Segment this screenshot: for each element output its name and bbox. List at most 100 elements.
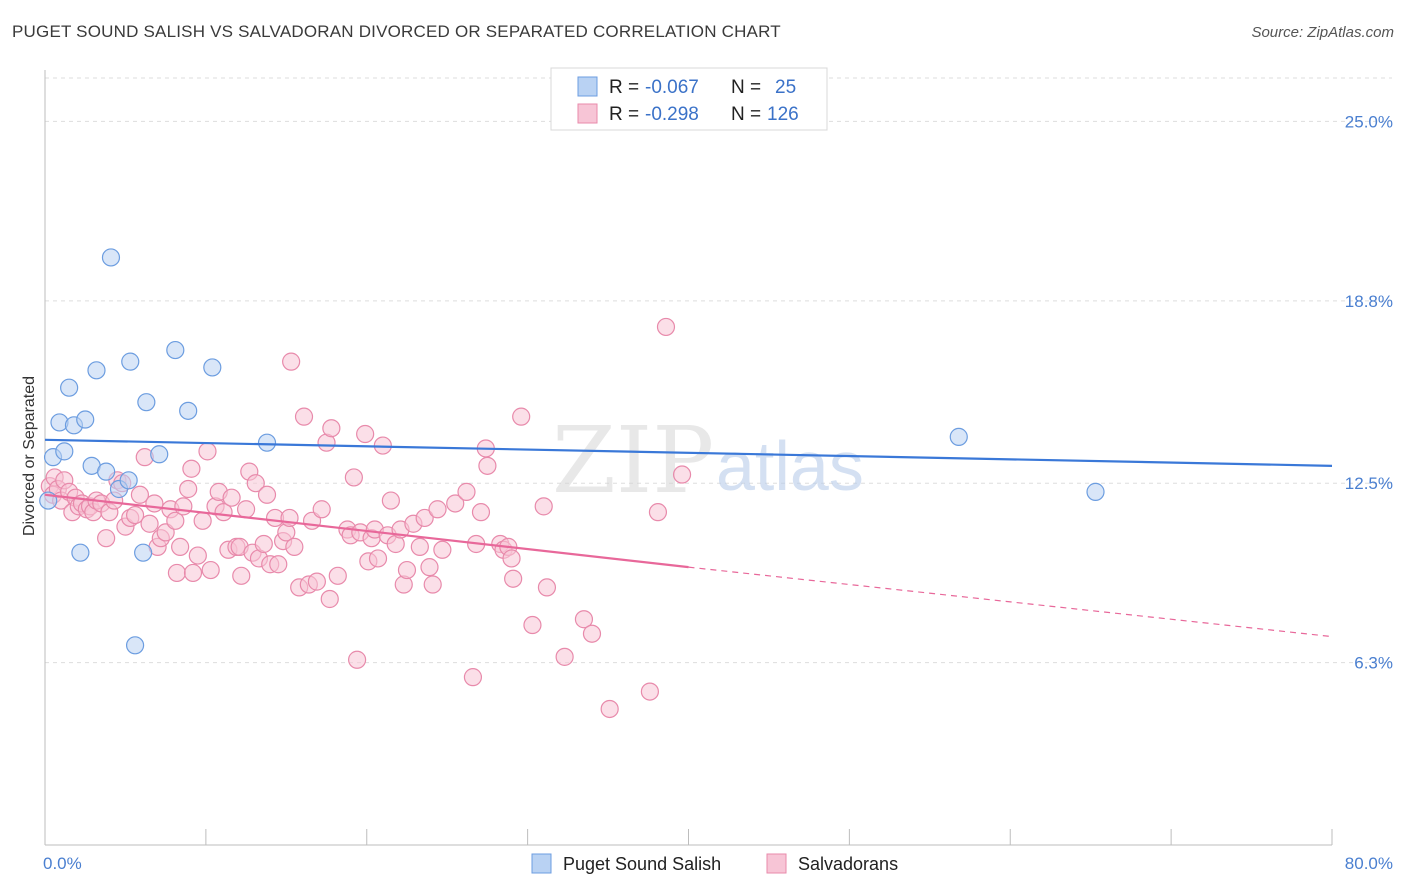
legend-r-value-2: -0.298 [645,104,699,125]
salvadorans-point-120 [640,682,659,701]
y-tick-label-1: 12.5% [1345,474,1393,493]
salvadorans-point-88 [381,491,400,510]
salvadorans-point-41 [198,442,217,461]
salvadorans-point-122 [656,317,676,337]
salvadorans-point-100 [446,494,465,513]
source-label: Source: ZipAtlas.com [1251,24,1394,41]
salvadorans-point-60 [269,555,288,574]
legend-n-value-1: 25 [775,77,796,98]
chart-title: PUGET SOUND SALISH VS SALVADORAN DIVORCE… [12,22,781,41]
salvadorans-point-112 [512,407,531,426]
x-tick-label-0: 0.0% [43,854,82,873]
salvadorans-point-32 [166,511,185,530]
watermark-zip: ZIP [552,407,714,514]
salvadorans-point-101 [457,482,476,501]
puget-sound-salish-point-23 [949,427,968,446]
salvadorans-point-24 [130,485,150,504]
salvadorans-point-27 [145,494,164,513]
watermark: ZIP atlas [552,407,864,514]
legend-r-label-1: R = [609,77,639,98]
puget-sound-salish-point-9 [87,361,106,380]
salvadorans-point-30 [156,523,175,542]
salvadorans-point-121 [648,503,668,522]
salvadorans-points [40,317,692,719]
salvadorans-point-117 [574,610,594,629]
salvadorans-point-116 [555,647,574,666]
puget-sound-salish-point-10 [97,462,116,481]
salvadorans-point-67 [294,407,314,426]
salvadorans-point-33 [167,563,187,583]
puget-sound-salish-point-21 [203,358,222,377]
trend-lines [44,438,1333,638]
legend-swatch-blue [577,76,598,97]
legend-top: R = -0.067 N = 25 R = -0.298 N = 126 [550,67,828,131]
puget-sound-salish-point-13 [119,471,138,490]
salvadorans-point-78 [344,468,363,487]
salvadorans-point-110 [502,549,521,568]
salvadorans-point-57 [257,485,277,504]
puget-sound-salish-point-16 [134,543,153,562]
salvadorans-point-26 [140,514,159,533]
puget-sound-salish-point-4 [60,378,79,397]
salvadorans-point-102 [463,668,483,687]
puget-sound-salish-point-24 [1086,482,1105,501]
puget-sound-salish-point-22 [257,433,277,452]
salvadorans-point-96 [420,558,439,577]
salvadorans-point-118 [582,624,602,643]
legend-swatch-pink [577,103,598,124]
salvadorans-point-35 [174,497,193,516]
salvadorans-point-50 [232,566,251,585]
legend-bottom: Puget Sound Salish Salvadorans [531,853,898,874]
legend-bottom-swatch-pink [766,853,787,874]
legend-bottom-label-2: Salvadorans [798,854,898,874]
legend-n-label-1: N = [731,77,761,98]
legend-r-value-1: -0.067 [645,77,699,98]
salvadorans-point-71 [312,500,331,519]
salvadorans-point-51 [236,500,256,519]
salvadorans-point-104 [471,503,491,522]
salvadorans-point-94 [410,537,429,556]
salvadorans-point-64 [285,537,304,556]
salvadorans-point-73 [320,589,339,609]
salvadorans-point-37 [182,459,201,478]
salvadorans-point-39 [188,546,207,565]
puget-sound-salish-point-19 [166,340,185,360]
legend-r-label-2: R = [609,104,639,125]
salvadorans-point-34 [171,537,190,556]
salvadorans-trend-line-extension [688,566,1333,638]
x-tick-labels: 0.0% 80.0% [43,854,1393,873]
puget-sound-salish-trend-line [44,438,1333,467]
salvadorans-point-36 [179,479,198,499]
salvadorans-point-75 [328,566,347,585]
salvadorans-point-54 [246,474,265,493]
salvadorans-point-114 [534,497,553,516]
salvadorans-trend-line [44,493,689,569]
puget-sound-salish-point-6 [71,543,90,562]
salvadorans-point-81 [356,424,375,444]
legend-bottom-label-1: Puget Sound Salish [563,854,721,874]
watermark-atlas: atlas [716,427,864,505]
salvadorans-point-16 [97,529,116,548]
salvadorans-point-119 [600,699,619,719]
puget-sound-salish-point-17 [137,393,156,412]
salvadorans-point-85 [368,549,388,568]
puget-sound-salish-point-15 [125,636,145,655]
salvadorans-point-42 [201,560,220,580]
legend-n-value-2: 126 [767,104,799,125]
salvadorans-point-97 [423,575,442,594]
y-tick-label-0: 6.3% [1354,654,1393,673]
y-tick-label-2: 18.8% [1345,292,1393,311]
salvadorans-point-106 [478,456,497,475]
puget-sound-salish-point-11 [101,248,121,267]
salvadorans-point-23 [125,505,145,525]
salvadorans-point-79 [347,650,367,669]
salvadorans-point-47 [222,488,241,507]
y-axis-title: Divorced or Separated [21,376,38,536]
salvadorans-point-123 [672,465,692,484]
salvadorans-point-70 [307,572,326,591]
salvadorans-point-113 [523,615,542,635]
salvadorans-point-38 [183,563,203,583]
legend-n-label-2: N = [731,104,761,125]
puget-sound-salish-point-7 [76,410,95,429]
